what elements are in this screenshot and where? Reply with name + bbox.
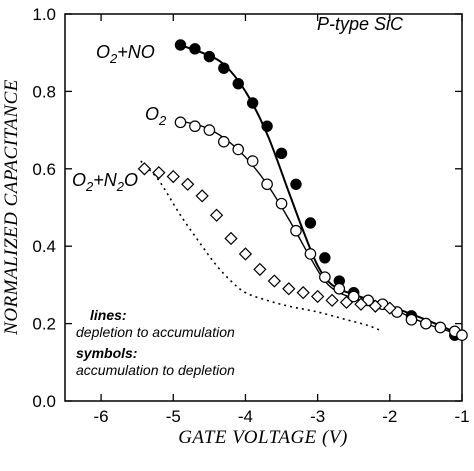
data-point-o2 [290,224,302,237]
y-tick-label: 0.6 [32,160,56,179]
data-point-o2 [319,271,331,283]
series-line-o2-no [176,43,463,337]
series-label-o2-no-rest: +NO [117,42,155,62]
data-point-o2 [203,124,216,136]
data-point-o2-no [203,50,216,63]
series-label-o2-no: O2+NO [96,42,155,66]
data-point-o2 [333,282,346,295]
plot-frame [64,13,463,402]
series-line-o2-n2o [140,160,383,333]
series-line-o2 [176,119,463,336]
data-point-o2 [261,178,273,191]
legend-lines-label: lines: [90,307,127,323]
legend-note: lines: depletion to accumulation symbols… [76,307,235,378]
data-point-o2-no [275,147,288,160]
data-point-o2-n2o [238,247,253,261]
data-point-o2 [218,135,230,148]
series-label-o2-n2o-main: O [72,170,86,190]
legend-lines-text: depletion to accumulation [76,324,235,340]
series-label-o2-sub: 2 [158,113,167,128]
data-point-o2-n2o [310,289,325,304]
y-axis-title: NORMALIZED CAPACITANCE [1,79,22,336]
data-point-o2-no [319,252,331,264]
data-point-o2-no [261,120,273,132]
data-point-o2-n2o [195,189,209,203]
series-label-o2: O2 [145,104,167,128]
axes-ticks [65,13,463,402]
data-point-o2 [405,313,418,326]
chart-title: P-type SiC [317,14,404,34]
data-point-o2-n2o [282,282,296,296]
data-point-o2-no [232,77,244,90]
data-point-o2-n2o [296,285,310,300]
data-point-o2 [347,290,360,303]
x-tick-label: -6 [94,407,109,426]
series-label-o2-main: O [145,104,159,124]
data-point-o2 [232,143,245,156]
series-label-o2-n2o-rest: +N [93,170,118,190]
series-label-o2-n2o-rest2: O [124,170,138,190]
y-tick-label: 0.4 [32,237,56,256]
data-point-o2 [189,120,201,133]
data-point-o2-n2o [339,295,354,309]
data-point-o2-n2o [224,231,238,246]
data-point-o2-n2o [166,169,180,184]
tick-labels: -6 -5 -4 -3 -2 -1 0.0 0.2 0.4 0.6 0.8 1.0 [32,5,469,426]
data-point-o2-n2o [253,262,267,277]
y-tick-label: 1.0 [32,5,56,24]
data-point-o2-no [304,217,317,229]
series-label-o2-no-main: O [96,42,110,62]
data-point-o2 [304,248,317,260]
y-tick-label: 0.2 [32,315,56,334]
data-point-o2-no [174,39,187,51]
x-axis-title: GATE VOLTAGE (V) [178,427,348,448]
data-point-o2-n2o [152,166,166,180]
series-points [137,39,468,342]
data-point-o2-no [218,62,230,74]
data-point-o2 [275,197,288,210]
data-point-o2 [420,317,432,330]
data-point-o2-n2o [209,208,224,222]
x-tick-label: -3 [310,407,325,426]
data-point-o2 [456,329,468,342]
y-tick-label: 0.0 [32,392,56,411]
x-tick-label: -5 [166,407,181,426]
x-tick-label: -2 [382,407,397,426]
x-tick-label: -4 [238,407,253,426]
data-point-o2 [246,155,259,167]
legend-symbols-text: accumulation to depletion [76,362,235,378]
data-point-o2-n2o [354,297,368,311]
data-point-o2 [174,116,187,129]
data-point-o2-no [246,97,259,109]
x-tick-label: -1 [454,407,469,426]
series-label-o2-n2o-sub2: 2 [116,179,125,194]
data-point-o2-n2o [181,177,195,191]
data-point-o2-n2o [267,274,281,288]
data-point-o2-no [189,43,201,55]
data-point-o2-no [290,178,302,190]
data-point-o2-n2o [137,162,152,176]
series-label-o2-no-sub: 2 [109,51,118,66]
legend-symbols-label: symbols: [76,345,137,361]
data-point-o2-n2o [368,299,383,313]
series-label-o2-n2o-sub: 2 [85,179,94,194]
data-point-o2-n2o [325,293,339,308]
plot-area-border [64,13,463,402]
data-point-o2-n2o [383,301,397,315]
data-point-o2 [434,321,447,334]
series-label-o2-n2o: O2+N2O [72,170,138,194]
y-tick-label: 0.8 [32,82,56,101]
